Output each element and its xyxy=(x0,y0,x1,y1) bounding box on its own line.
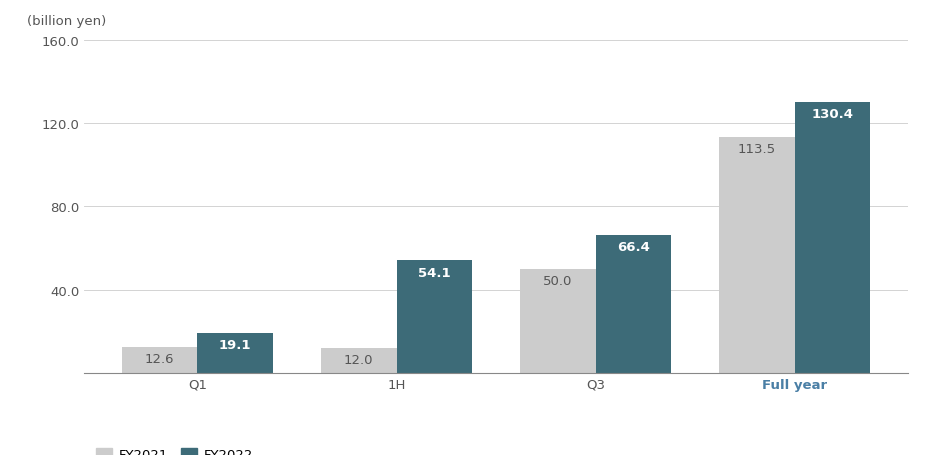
Text: 12.0: 12.0 xyxy=(344,354,373,366)
Bar xyxy=(122,347,197,373)
Text: 113.5: 113.5 xyxy=(738,143,776,156)
Bar xyxy=(795,102,870,373)
Bar xyxy=(397,261,472,373)
Legend: FY2021, FY2022: FY2021, FY2022 xyxy=(91,443,258,455)
Text: 130.4: 130.4 xyxy=(812,107,854,121)
Bar xyxy=(197,334,273,373)
Text: 54.1: 54.1 xyxy=(418,266,450,279)
Text: 50.0: 50.0 xyxy=(543,274,573,288)
Text: 19.1: 19.1 xyxy=(219,339,252,352)
Text: 12.6: 12.6 xyxy=(145,352,174,365)
Bar xyxy=(321,348,397,373)
Bar xyxy=(520,269,595,373)
Text: (billion yen): (billion yen) xyxy=(26,15,106,28)
Text: 66.4: 66.4 xyxy=(617,240,650,253)
Bar xyxy=(595,235,671,373)
Bar xyxy=(719,137,795,373)
